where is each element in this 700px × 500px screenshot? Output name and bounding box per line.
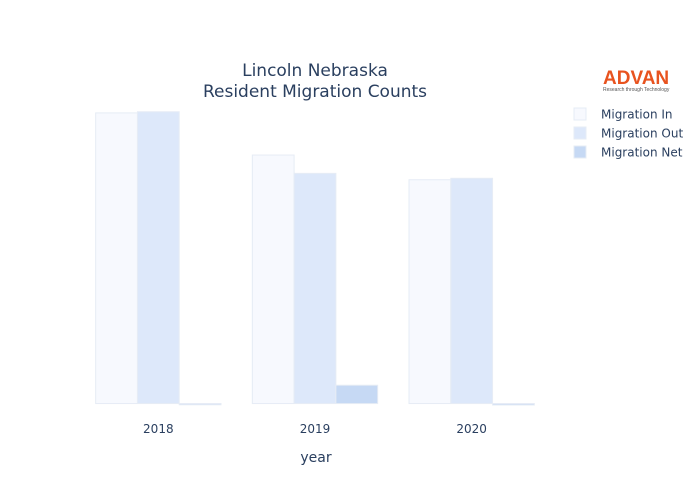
bar-migration-net-2019[interactable] — [335, 384, 379, 405]
chart-title-line-2: Resident Migration Counts — [203, 82, 427, 102]
legend-swatch — [573, 126, 587, 140]
legend-item-migration-in[interactable]: Migration In — [573, 107, 673, 122]
legend-swatch — [573, 107, 587, 121]
x-axis-title: year — [300, 450, 331, 466]
x-tick-label: 2020 — [456, 422, 487, 436]
x-tick-label: 2018 — [143, 422, 174, 436]
legend-label: Migration Out — [601, 127, 683, 141]
bar-migration-out-2019[interactable] — [293, 172, 337, 405]
legend-item-migration-net[interactable]: Migration Net — [573, 145, 683, 160]
x-tick-labels: 2018 2019 2020 — [143, 422, 487, 436]
logo-tagline: Research through Technology — [603, 87, 670, 93]
bar-migration-in-2019[interactable] — [251, 154, 295, 405]
bar-migration-net-2018[interactable] — [178, 403, 222, 406]
bar-migration-in-2018[interactable] — [95, 112, 138, 405]
legend-label: Migration Net — [601, 146, 683, 160]
chart-title-line-1: Lincoln Nebraska — [242, 61, 388, 81]
logo-name: ADVAN — [603, 68, 669, 89]
x-tick-label: 2019 — [300, 422, 331, 436]
bars-group — [95, 111, 535, 406]
legend-item-migration-out[interactable]: Migration Out — [573, 126, 683, 141]
legend-swatch — [573, 145, 587, 159]
legend[interactable]: Migration In Migration Out Migration Net — [573, 107, 683, 160]
legend-label: Migration In — [601, 108, 673, 122]
bar-migration-out-2018[interactable] — [136, 111, 180, 405]
advan-logo: ADVAN Research through Technology — [603, 68, 670, 93]
bar-migration-net-2020[interactable] — [492, 403, 535, 406]
bar-migration-out-2020[interactable] — [450, 177, 494, 405]
bar-migration-in-2020[interactable] — [408, 179, 452, 405]
